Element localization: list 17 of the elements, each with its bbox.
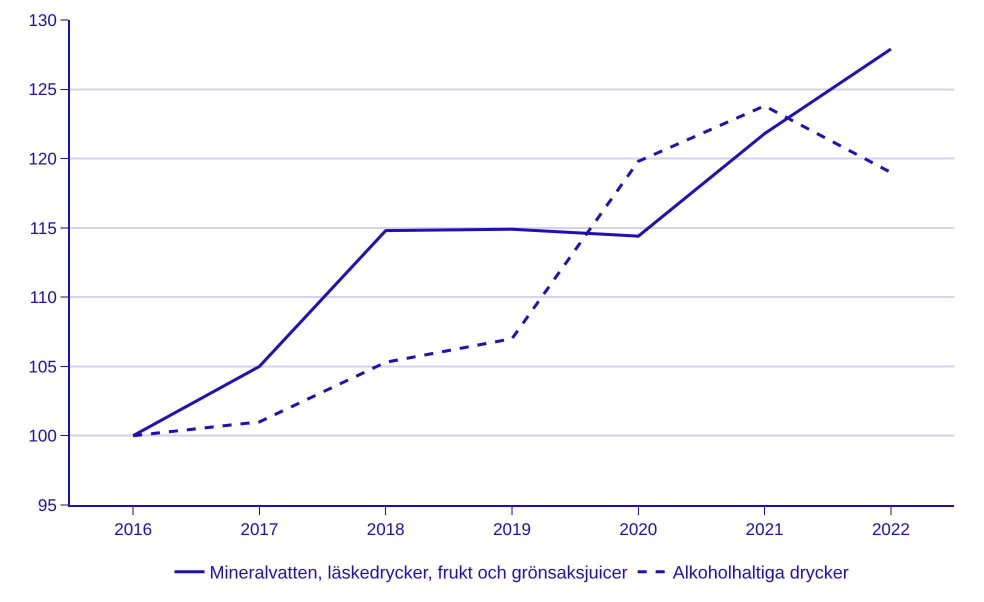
x-tick-label: 2017 — [240, 520, 278, 540]
x-tick-label: 2020 — [619, 520, 658, 540]
x-tick-label: 2021 — [746, 520, 784, 540]
x-tick-label: 2016 — [114, 520, 152, 540]
y-tick-label: 110 — [30, 288, 57, 308]
y-tick-label: 120 — [28, 150, 57, 169]
y-tick-label: 100 — [28, 426, 57, 446]
y-tick-label: 130 — [28, 10, 57, 30]
x-tick-label: 2018 — [366, 520, 405, 540]
y-tick-label: 125 — [28, 80, 57, 100]
x-tick-label: 2019 — [493, 520, 531, 540]
legend-label: Alkoholhaltiga drycker — [672, 562, 849, 583]
y-tick-label: 95 — [38, 496, 57, 515]
legend-label: Mineralvatten, läskedrycker, frukt och grönsaksjuicer — [210, 562, 628, 583]
y-tick-label: 105 — [28, 357, 57, 376]
x-tick-label: 2022 — [872, 520, 910, 540]
y-tick-label: 115 — [30, 218, 57, 238]
